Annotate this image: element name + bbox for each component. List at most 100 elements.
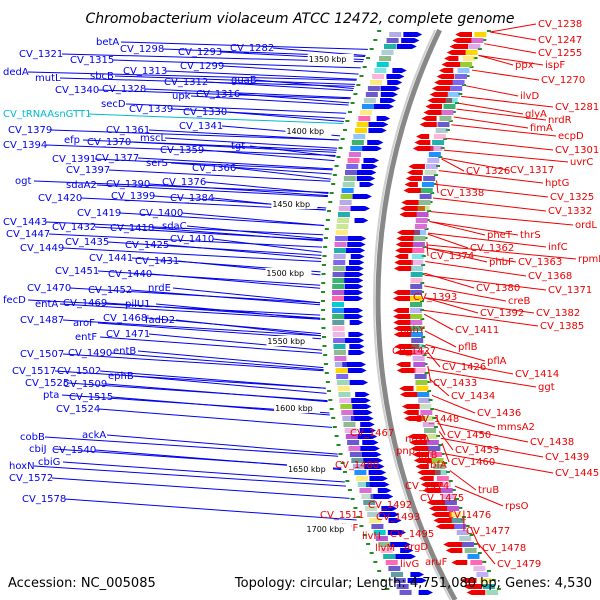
reverse-gene-label: creB: [508, 296, 531, 307]
reverse-gene-arrow: [417, 470, 441, 475]
forward-gene-arrow: [364, 464, 385, 469]
reverse-gene-label: CV_1492: [368, 500, 412, 511]
reverse-gene-label: CV_1411: [455, 325, 499, 336]
forward-leader-line: [106, 434, 338, 455]
reverse-leader-line: [428, 369, 537, 388]
forward-gene-label: CV_1487: [20, 315, 64, 326]
tick-mark: [431, 183, 436, 185]
cog-category-block: [415, 218, 428, 223]
cog-category-block: [337, 218, 350, 223]
forward-gene-label: serS: [146, 158, 168, 169]
forward-leader-line: [108, 169, 331, 182]
cog-category-block: [399, 590, 412, 595]
cog-category-block: [444, 500, 457, 505]
backbone-edge: [373, 29, 452, 600]
reverse-gene-label: CV_1301: [555, 145, 599, 156]
tick-mark: [336, 156, 341, 158]
reverse-gene-label: nahY: [400, 325, 426, 336]
topology-summary: Topology: circular; Length: 4,751,080 bp…: [234, 576, 592, 591]
cog-category-block: [414, 224, 427, 229]
tick-mark: [328, 201, 333, 203]
backbone-arc: [375, 28, 458, 600]
cog-category-block: [339, 200, 352, 205]
reverse-leader-line: [426, 247, 488, 263]
cog-category-block: [351, 458, 364, 463]
cog-category-block: [384, 44, 397, 49]
forward-gene-arrow: [359, 182, 375, 187]
reverse-gene-label: CV_1255: [538, 48, 582, 59]
forward-leader-line: [144, 88, 351, 99]
cog-category-block: [391, 572, 404, 577]
tick-mark: [430, 408, 435, 410]
cog-category-block: [410, 266, 423, 271]
tick-mark: [477, 552, 482, 554]
forward-gene-label: CV_1340: [55, 85, 99, 96]
forward-gene-arrow: [356, 170, 377, 175]
reverse-gene-label: CV_1385: [540, 321, 584, 332]
forward-gene-label: CV_1420: [38, 193, 82, 204]
tick-mark: [440, 453, 445, 455]
forward-gene-arrow: [354, 218, 369, 223]
reverse-gene-arrow: [393, 290, 411, 295]
forward-gene-label: CV_1341: [179, 121, 223, 132]
cog-category-block: [356, 122, 369, 127]
cog-category-block: [468, 44, 481, 49]
kbp-marker-bg: [266, 336, 313, 346]
forward-gene-label: CV_1452: [88, 285, 132, 296]
forward-gene-arrow: [342, 362, 367, 367]
reverse-gene-arrow: [441, 62, 464, 67]
cog-category-block: [442, 494, 455, 499]
kbp-marker: 1500 kbp: [266, 269, 304, 278]
tick-mark: [482, 561, 487, 563]
tick-mark: [469, 534, 474, 536]
reverse-gene-arrow: [455, 32, 473, 37]
forward-gene-label: CV_1397: [66, 165, 110, 176]
reverse-gene-arrow: [420, 482, 444, 487]
cog-category-block: [419, 404, 432, 409]
cog-category-block: [474, 32, 487, 37]
cog-category-block: [345, 170, 358, 175]
tick-mark: [433, 426, 438, 428]
forward-gene-label: ogt: [15, 176, 31, 187]
tick-mark: [338, 453, 343, 455]
reverse-gene-label: CV_1448: [415, 414, 459, 425]
reverse-leader-line: [449, 470, 477, 491]
tick-mark: [334, 165, 339, 167]
kbp-marker: 1400 kbp: [286, 127, 324, 136]
cog-category-block: [443, 104, 456, 109]
cog-category-block: [410, 272, 423, 277]
forward-gene-label: nrdE: [148, 283, 171, 294]
tick-mark: [332, 426, 337, 428]
forward-gene-label: upk: [172, 91, 191, 102]
reverse-gene-arrow: [393, 332, 412, 337]
tick-mark: [427, 390, 432, 392]
cog-category-block: [374, 68, 387, 73]
reverse-gene-arrow: [425, 104, 443, 109]
forward-leader-line: [97, 270, 321, 286]
forward-leader-line: [112, 59, 361, 69]
forward-leader-line: [204, 181, 329, 195]
cog-category-block: [332, 326, 345, 331]
reverse-gene-label: CV_1439: [545, 452, 589, 463]
tick-mark: [486, 570, 491, 572]
cog-category-block: [347, 158, 360, 163]
kbp-marker-bg: [271, 199, 318, 209]
forward-gene-arrow: [362, 440, 379, 445]
cog-category-block: [333, 260, 346, 265]
forward-gene-arrow: [350, 254, 365, 259]
reverse-leader-line: [447, 137, 554, 151]
reverse-gene-arrow: [452, 38, 477, 43]
forward-leader-line: [234, 167, 331, 180]
cog-category-block: [414, 230, 427, 235]
kbp-marker-bg: [307, 54, 354, 64]
forward-leader-line: [114, 75, 356, 85]
tick-mark: [331, 417, 336, 419]
forward-leader-line: [59, 303, 321, 320]
tick-mark: [422, 354, 427, 356]
reverse-gene-label: ecpD: [558, 131, 584, 142]
reverse-gene-label: rbfA: [426, 460, 447, 471]
cog-category-block: [332, 302, 345, 307]
reverse-leader-line: [426, 244, 577, 260]
forward-gene-label: CV_1502: [57, 366, 101, 377]
